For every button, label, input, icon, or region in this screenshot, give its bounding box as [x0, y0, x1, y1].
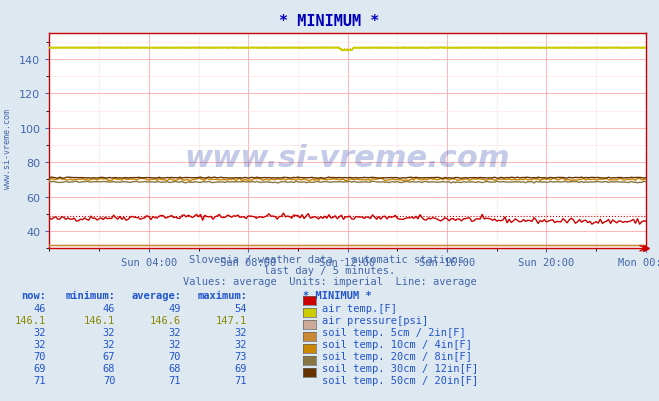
Text: average:: average: [131, 291, 181, 301]
Text: air pressure[psi]: air pressure[psi] [322, 315, 428, 325]
Text: * MINIMUM *: * MINIMUM * [279, 14, 380, 29]
Text: www.si-vreme.com: www.si-vreme.com [185, 144, 511, 173]
Text: 32: 32 [169, 327, 181, 337]
Text: 68: 68 [103, 363, 115, 373]
Text: 70: 70 [34, 351, 46, 361]
Text: 70: 70 [169, 351, 181, 361]
Text: 32: 32 [103, 339, 115, 349]
Text: 147.1: 147.1 [216, 315, 247, 325]
Text: 54: 54 [235, 303, 247, 313]
Text: www.si-vreme.com: www.si-vreme.com [3, 108, 13, 188]
Text: 70: 70 [103, 375, 115, 385]
Text: now:: now: [21, 291, 46, 301]
Text: 146.6: 146.6 [150, 315, 181, 325]
Text: 69: 69 [34, 363, 46, 373]
Text: 71: 71 [34, 375, 46, 385]
Text: 32: 32 [235, 339, 247, 349]
Text: 69: 69 [235, 363, 247, 373]
Text: 32: 32 [34, 339, 46, 349]
Text: 32: 32 [34, 327, 46, 337]
Text: soil temp. 10cm / 4in[F]: soil temp. 10cm / 4in[F] [322, 339, 472, 349]
Text: air temp.[F]: air temp.[F] [322, 303, 397, 313]
Text: 68: 68 [169, 363, 181, 373]
Text: 146.1: 146.1 [84, 315, 115, 325]
Text: soil temp. 20cm / 8in[F]: soil temp. 20cm / 8in[F] [322, 351, 472, 361]
Text: minimum:: minimum: [65, 291, 115, 301]
Text: soil temp. 5cm / 2in[F]: soil temp. 5cm / 2in[F] [322, 327, 465, 337]
Text: * MINIMUM *: * MINIMUM * [303, 291, 372, 301]
Text: 71: 71 [235, 375, 247, 385]
Text: last day / 5 minutes.: last day / 5 minutes. [264, 265, 395, 275]
Text: 32: 32 [235, 327, 247, 337]
Text: 32: 32 [103, 327, 115, 337]
Text: 49: 49 [169, 303, 181, 313]
Text: 67: 67 [103, 351, 115, 361]
Text: soil temp. 50cm / 20in[F]: soil temp. 50cm / 20in[F] [322, 375, 478, 385]
Text: 46: 46 [34, 303, 46, 313]
Text: Values: average  Units: imperial  Line: average: Values: average Units: imperial Line: av… [183, 277, 476, 287]
Text: 46: 46 [103, 303, 115, 313]
Text: 71: 71 [169, 375, 181, 385]
Text: Slovenia / weather data - automatic stations.: Slovenia / weather data - automatic stat… [189, 255, 470, 265]
Text: 146.1: 146.1 [15, 315, 46, 325]
Text: maximum:: maximum: [197, 291, 247, 301]
Text: 32: 32 [169, 339, 181, 349]
Text: 73: 73 [235, 351, 247, 361]
Text: soil temp. 30cm / 12in[F]: soil temp. 30cm / 12in[F] [322, 363, 478, 373]
